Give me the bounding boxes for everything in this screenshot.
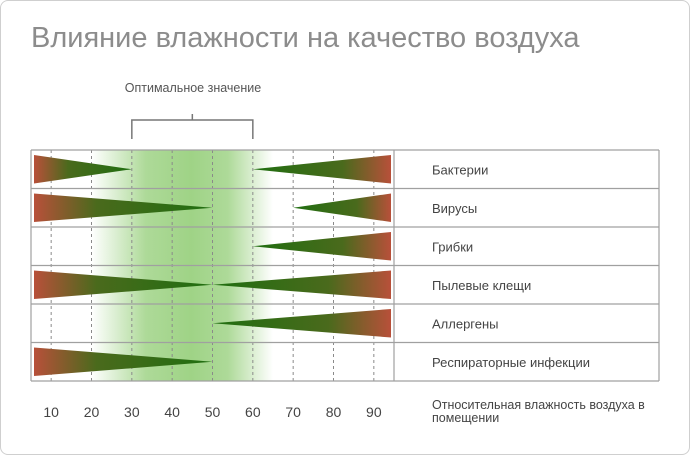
x-tick-label: 80 (326, 404, 342, 420)
x-tick-label: 70 (285, 404, 301, 420)
x-tick-label: 40 (164, 404, 180, 420)
high-humidity-wedge (212, 309, 391, 338)
x-axis-label: Относительная влажность воздуха в помеще… (432, 398, 645, 425)
x-tick-label: 50 (205, 404, 221, 420)
high-humidity-wedge (252, 232, 391, 261)
x-tick-label: 30 (124, 404, 140, 420)
category-label: Аллергены (432, 316, 499, 331)
low-humidity-wedge (34, 193, 213, 222)
high-humidity-wedge (293, 193, 391, 222)
optimal-range-label: Оптимальное значение (124, 81, 262, 95)
x-tick-label: 90 (366, 404, 382, 420)
x-tick-label: 20 (84, 404, 100, 420)
low-humidity-wedge (34, 270, 213, 299)
low-humidity-wedge (34, 155, 132, 184)
category-label: Бактерии (432, 162, 488, 177)
chart-title: Влияние влажности на качество воздуха (31, 22, 580, 54)
x-tick-label: 60 (245, 404, 261, 420)
category-label: Грибки (432, 239, 473, 254)
x-tick-label: 10 (43, 404, 59, 420)
optimal-range-bracket (131, 119, 254, 139)
category-label: Респираторные инфекции (432, 355, 590, 370)
high-humidity-wedge (252, 155, 391, 184)
high-humidity-wedge (212, 270, 391, 299)
low-humidity-wedge (34, 347, 213, 376)
category-label: Пылевые клещи (432, 278, 531, 293)
category-label: Вирусы (432, 201, 477, 216)
